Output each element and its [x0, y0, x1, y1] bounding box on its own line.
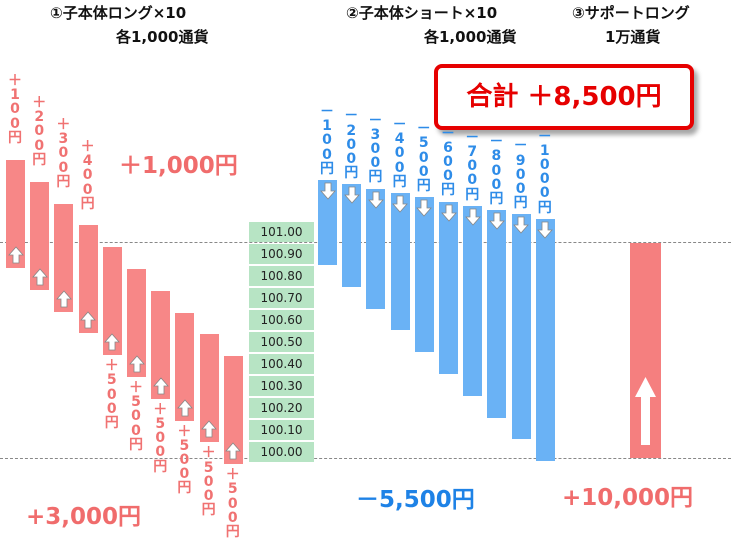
short-loss-label: － 7 0 0 円 [465, 129, 480, 203]
down-arrow-icon [537, 221, 554, 239]
down-arrow-icon [343, 186, 360, 204]
price-tick: 100.90 [249, 244, 314, 264]
long-lower-total: +3,000円 [26, 504, 142, 530]
long-position-bar [151, 290, 171, 399]
short-loss-label: － 6 0 0 円 [441, 125, 455, 199]
long-top-profit-label: ＋ 1 0 0 円 [8, 73, 22, 146]
short-position-bar [318, 180, 337, 265]
price-tick: 100.60 [249, 310, 314, 330]
short-position-bar [511, 214, 531, 440]
long-top-profit-label: ＋ 3 0 0 円 [56, 117, 71, 190]
support-long-bar [630, 243, 661, 458]
long-position-bar [175, 312, 195, 421]
long-bottom-profit-label: ＋ 5 0 0 円 [225, 467, 240, 540]
down-arrow-icon [513, 216, 529, 234]
long-subtitle: 各1,000通貨 [116, 28, 209, 46]
long-position-bar [78, 225, 98, 334]
long-position-bar [127, 269, 146, 377]
up-arrow-icon [225, 442, 242, 460]
down-arrow-icon [319, 182, 336, 200]
up-arrow-icon [80, 311, 96, 329]
short-loss-label: － 9 0 0 円 [513, 138, 528, 212]
long-position-bar [6, 160, 25, 268]
price-tick: 100.30 [249, 376, 314, 396]
price-tick: 100.40 [249, 354, 314, 374]
long-position-bar [199, 334, 219, 443]
support-subtitle: 1万通貨 [605, 28, 661, 46]
short-position-bar [535, 218, 555, 462]
short-position-bar [487, 210, 507, 418]
support-title: ③サポートロング [572, 4, 690, 22]
up-arrow-icon [177, 398, 193, 416]
up-arrow-icon [56, 289, 72, 307]
price-scale: 101.00 100.90 100.80 100.70 100.60 100.5… [249, 222, 314, 464]
down-arrow-icon [368, 191, 384, 209]
long-bottom-profit-label: ＋ 5 0 0 円 [177, 423, 192, 497]
exit-price-line [0, 458, 731, 459]
short-position-bar [414, 197, 434, 353]
down-arrow-icon [392, 195, 408, 213]
short-loss-label: － 1 0 0 0 円 [537, 128, 552, 216]
short-loss-label: － 4 0 0 円 [392, 116, 407, 190]
price-tick: 101.00 [249, 222, 314, 242]
long-bottom-profit-label: ＋ 5 0 0 円 [153, 401, 168, 475]
down-arrow-icon [489, 212, 505, 230]
long-title: ①子本体ロング×10 [50, 4, 187, 22]
long-position-bar [102, 247, 122, 356]
price-tick: 100.50 [249, 332, 314, 352]
up-arrow-icon [152, 377, 169, 395]
down-arrow-icon [440, 204, 457, 222]
short-position-bar [463, 205, 483, 396]
short-loss-label: － 8 0 0 円 [489, 134, 504, 207]
support-total: +10,000円 [562, 485, 694, 511]
long-top-profit-label: ＋ 2 0 0 円 [32, 95, 47, 168]
up-arrow-icon [104, 333, 121, 351]
long-position-bar [223, 356, 243, 465]
price-tick: 100.80 [249, 266, 314, 286]
price-tick: 100.20 [249, 398, 314, 418]
long-position-bar [30, 181, 50, 290]
short-position-bar [366, 188, 386, 309]
short-loss-label: － 2 0 0 円 [344, 108, 359, 182]
down-arrow-icon [416, 199, 433, 217]
short-position-bar [342, 184, 362, 287]
short-total: －5,500円 [356, 487, 475, 513]
short-subtitle: 各1,000通貨 [424, 28, 517, 46]
price-tick: 100.10 [249, 420, 314, 440]
up-arrow-icon [635, 377, 656, 445]
long-top-profit-label: ＋ 4 0 0 円 [80, 139, 95, 212]
down-arrow-icon [464, 208, 481, 226]
up-arrow-icon [128, 355, 145, 373]
long-bottom-profit-label: ＋ 5 0 0 円 [129, 380, 143, 453]
up-arrow-icon [201, 420, 217, 438]
short-loss-label: － 5 0 0 円 [416, 121, 431, 194]
short-loss-label: － 1 0 0 円 [320, 104, 334, 177]
short-position-bar [390, 192, 410, 331]
long-bottom-profit-label: ＋ 5 0 0 円 [104, 358, 119, 431]
price-tick: 100.70 [249, 288, 314, 308]
total-profit-box: 合計 ＋8,500円 [434, 64, 694, 130]
short-loss-label: － 3 0 0 円 [368, 112, 383, 186]
short-position-bar [439, 201, 458, 374]
up-arrow-icon [31, 268, 48, 286]
price-tick: 100.00 [249, 442, 314, 462]
short-title: ②子本体ショート×10 [346, 4, 498, 22]
long-upper-total: ＋1,000円 [119, 153, 238, 179]
up-arrow-icon [7, 246, 24, 264]
long-position-bar [54, 203, 74, 312]
long-bottom-profit-label: ＋ 5 0 0 円 [201, 445, 216, 519]
entry-price-line [0, 242, 731, 243]
